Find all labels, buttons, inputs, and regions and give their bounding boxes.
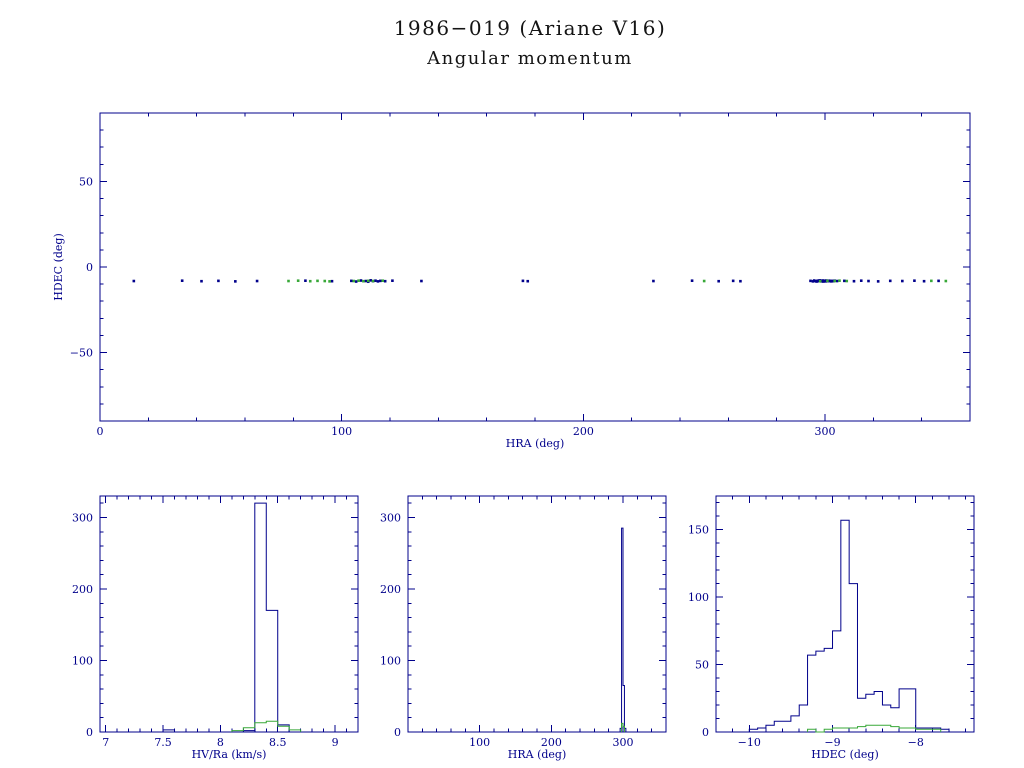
y-tick-label: 200 xyxy=(72,583,93,596)
x-tick-label: 0 xyxy=(97,425,104,438)
y-tick-label: 0 xyxy=(86,261,93,274)
plot-frame xyxy=(99,495,359,733)
x-tick-label: 7 xyxy=(102,736,109,749)
histogram-outline-green xyxy=(621,722,625,732)
y-tick-label: −50 xyxy=(70,347,93,360)
scatter-points-blue xyxy=(132,279,940,284)
plot-frame xyxy=(407,495,667,733)
histogram-hdec: −10 −9 −8 0 50 100 150 HDEC (deg) xyxy=(688,495,975,761)
y-tick-label: 100 xyxy=(72,654,93,667)
x-tick-label: 100 xyxy=(331,425,352,438)
y-tick-label: 300 xyxy=(380,511,401,524)
y-tick-label: 0 xyxy=(702,726,709,739)
histogram-outline-blue xyxy=(162,502,290,733)
histogram-outline-green xyxy=(231,720,302,732)
histogram-outline-blue xyxy=(748,519,950,732)
x-tick-label: 300 xyxy=(815,425,836,438)
y-tick-label: 50 xyxy=(695,659,709,672)
title-line-1: 1986−019 (Ariane V16) xyxy=(393,16,667,40)
chart-title: 1986−019 (Ariane V16) Angular momentum xyxy=(36,16,1024,69)
histogram-hra: 100 200 300 0 100 200 300 HRA (deg) xyxy=(380,495,667,761)
x-tick-label: 300 xyxy=(613,736,634,749)
y-tick-label: 200 xyxy=(380,583,401,596)
x-tick-label: 9 xyxy=(332,736,339,749)
x-tick-label: 7.5 xyxy=(154,736,172,749)
x-tick-label: −8 xyxy=(908,736,924,749)
y-axis-label: HDEC (deg) xyxy=(52,233,65,301)
x-tick-label: 200 xyxy=(573,425,594,438)
y-tick-label: 100 xyxy=(688,591,709,604)
x-tick-label: 8.5 xyxy=(269,736,287,749)
x-tick-label: 100 xyxy=(469,736,490,749)
x-axis-label: HV/Ra (km/s) xyxy=(192,748,267,761)
title-line-2: Angular momentum xyxy=(427,48,633,69)
histogram-outline-blue xyxy=(619,527,627,732)
plot-frame xyxy=(715,495,975,733)
x-tick-label: 200 xyxy=(541,736,562,749)
y-tick-label: 100 xyxy=(380,654,401,667)
x-axis-label: HRA (deg) xyxy=(506,437,565,450)
y-tick-label: 50 xyxy=(79,175,93,188)
x-axis-label: HDEC (deg) xyxy=(811,748,879,761)
y-tick-label: 150 xyxy=(688,524,709,537)
x-tick-label: −9 xyxy=(824,736,840,749)
histogram-hv-ra: 7 7.5 8 8.5 9 0 100 200 300 HV/Ra (km/s) xyxy=(72,495,359,761)
scatter-hdec-vs-hra: 0 100 200 300 −50 0 50 HRA (deg) HDEC (deg) xyxy=(52,112,971,450)
y-tick-label: 0 xyxy=(86,726,93,739)
plot-frame xyxy=(99,112,971,422)
x-axis-label: HRA (deg) xyxy=(508,748,567,761)
x-tick-label: −10 xyxy=(738,736,761,749)
y-tick-label: 300 xyxy=(72,511,93,524)
y-tick-label: 0 xyxy=(394,726,401,739)
histogram-outline-green xyxy=(807,724,942,733)
scatter-points-green xyxy=(287,279,948,283)
x-tick-label: 8 xyxy=(217,736,224,749)
